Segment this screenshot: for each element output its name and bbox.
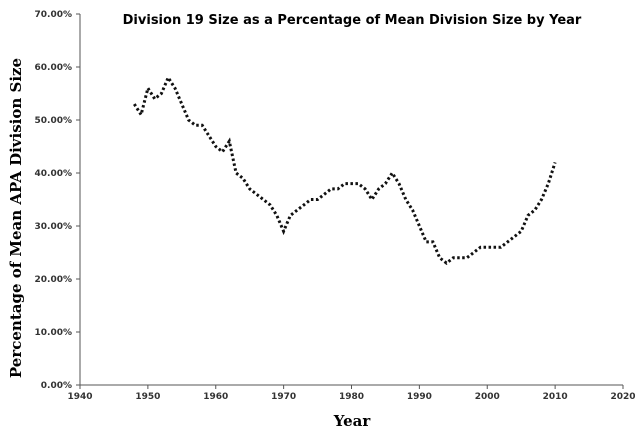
x-tick-label: 1940 xyxy=(67,392,92,402)
y-tick-label: 60.00% xyxy=(35,63,73,73)
ticks: 0.00% 10.00% 20.00% 30.00% 40.00% 50.00% 60.00… xyxy=(35,10,635,402)
x-tick-label: 1960 xyxy=(203,392,228,402)
x-axis-label: Year xyxy=(333,412,372,430)
x-tick-label: 2020 xyxy=(610,392,635,402)
x-tick-label: 2010 xyxy=(543,392,568,402)
y-tick-label: 30.00% xyxy=(35,222,73,232)
y-axis-label: Percentage of Mean APA Division Size xyxy=(7,58,25,378)
data-series xyxy=(133,74,557,266)
x-tick-label: 2000 xyxy=(475,392,500,402)
y-tick-label: 20.00% xyxy=(35,275,73,285)
y-tick-label: 0.00% xyxy=(41,381,72,391)
chart-title: Division 19 Size as a Percentage of Mean… xyxy=(123,13,582,28)
y-tick-label: 40.00% xyxy=(35,169,73,179)
x-tick-label: 1970 xyxy=(271,392,296,402)
series-line xyxy=(133,74,557,266)
y-tick-label: 50.00% xyxy=(35,116,73,126)
x-tick-label: 1990 xyxy=(407,392,432,402)
y-tick-label: 10.00% xyxy=(35,328,73,338)
x-tick-label: 1950 xyxy=(135,392,160,402)
x-tick-label: 1980 xyxy=(339,392,364,402)
y-tick-label: 70.00% xyxy=(35,10,73,20)
